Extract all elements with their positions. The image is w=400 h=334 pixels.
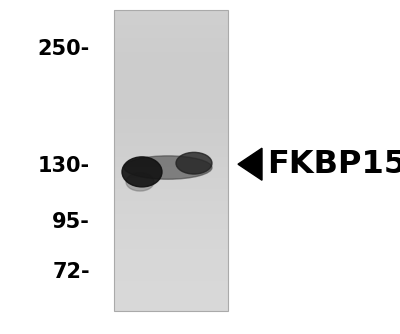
Text: FKBP15: FKBP15 [267,149,400,180]
Ellipse shape [122,157,162,187]
Bar [114,10,228,311]
Ellipse shape [124,156,212,179]
Text: 72-: 72- [52,262,90,282]
Ellipse shape [176,152,212,174]
Ellipse shape [126,173,154,191]
Text: 130-: 130- [38,156,90,176]
Text: 95-: 95- [52,212,90,232]
Text: 250-: 250- [38,39,90,58]
Polygon shape [238,148,262,180]
